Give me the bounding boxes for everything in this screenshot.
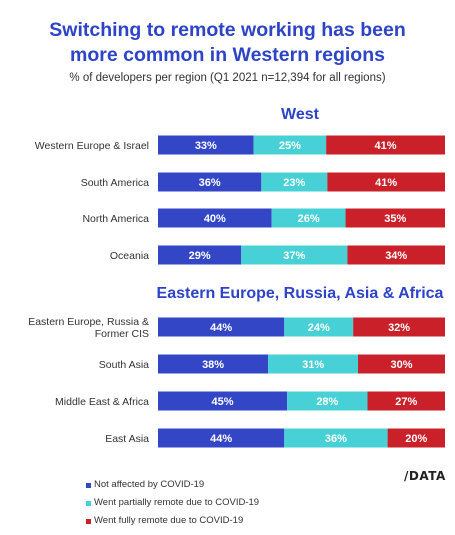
- bar-segment-south-asia-not-affected: [158, 354, 269, 374]
- data-label-eastern-europe-russia-former-cis-partially-remote: 24%: [308, 322, 330, 334]
- data-label-eastern-europe-russia-former-cis-fully-remote: 32%: [388, 322, 410, 334]
- bar-segment-western-europe-israel-partially-remote: [253, 135, 327, 155]
- data-label-middle-east-africa-fully-remote: 27%: [395, 396, 417, 408]
- legend-swatch-partially-remote: [86, 500, 91, 506]
- chart-subtitle: % of developers per region (Q1 2021 n=12…: [69, 72, 386, 84]
- category-label-oceania: Oceania: [110, 250, 149, 262]
- legend-item-not-affected: Not affected by COVID-19: [86, 476, 259, 494]
- legend-item-fully-remote: Went fully remote due to COVID-19: [86, 512, 259, 530]
- category-label-line: Eastern Europe, Russia &: [28, 316, 149, 328]
- category-label-line: Western Europe & Israel: [35, 140, 149, 152]
- data-label-south-america-not-affected: 36%: [199, 177, 221, 189]
- bar-segment-oceania-not-affected: [158, 245, 242, 265]
- group-title-east: Eastern Europe, Russia, Asia & Africa: [156, 285, 444, 302]
- bar-segment-middle-east-africa-fully-remote: [367, 391, 445, 411]
- category-label-south-asia: South Asia: [99, 359, 149, 371]
- data-label-north-america-not-affected: 40%: [204, 213, 226, 225]
- chart-title-line-1: Switching to remote working has been: [49, 19, 406, 41]
- data-label-middle-east-africa-partially-remote: 28%: [316, 396, 338, 408]
- bar-segment-eastern-europe-russia-former-cis-not-affected: [158, 317, 285, 337]
- bar-segment-north-america-partially-remote: [271, 208, 346, 228]
- data-label-north-america-fully-remote: 35%: [384, 213, 406, 225]
- category-label-south-america: South America: [81, 177, 149, 189]
- category-label-line: South Asia: [99, 359, 149, 371]
- bar-segment-oceania-partially-remote: [241, 245, 348, 265]
- category-label-western-europe-israel: Western Europe & Israel: [35, 140, 149, 152]
- bar-segment-middle-east-africa-partially-remote: [287, 391, 368, 411]
- bar-segment-south-america-fully-remote: [327, 172, 445, 192]
- data-label-western-europe-israel-not-affected: 33%: [195, 140, 217, 152]
- data-label-east-asia-partially-remote: 36%: [325, 433, 347, 445]
- legend-label-partially-remote: Went partially remote due to COVID-19: [94, 497, 260, 508]
- data-label-eastern-europe-russia-former-cis-not-affected: 44%: [210, 322, 232, 334]
- category-label-line: South America: [81, 177, 149, 189]
- data-label-south-asia-fully-remote: 30%: [390, 359, 412, 371]
- legend: Not affected by COVID-19 Went partially …: [86, 476, 259, 530]
- bar-segment-eastern-europe-russia-former-cis-partially-remote: [284, 317, 354, 337]
- data-label-western-europe-israel-fully-remote: 41%: [375, 140, 397, 152]
- bar-segment-north-america-not-affected: [158, 208, 272, 228]
- data-label-east-asia-fully-remote: 20%: [405, 433, 427, 445]
- bar-segment-south-america-partially-remote: [261, 172, 328, 192]
- data-label-south-asia-not-affected: 38%: [202, 359, 224, 371]
- bar-segment-eastern-europe-russia-former-cis-fully-remote: [353, 317, 445, 337]
- bar-segment-east-asia-fully-remote: [387, 428, 445, 448]
- stacked-bar-chart: Western Europe & Israel 33% 25% 41% South Am…: [28, 135, 445, 448]
- legend-label-fully-remote: Went fully remote due to COVID-19: [94, 515, 244, 526]
- category-label-middle-east-africa: Middle East & Africa: [55, 396, 149, 408]
- category-label-line: Former CIS: [95, 328, 149, 340]
- data-label-western-europe-israel-partially-remote: 25%: [279, 140, 301, 152]
- data-label-oceania-fully-remote: 34%: [385, 250, 407, 262]
- legend-item-partially-remote: Went partially remote due to COVID-19: [86, 494, 259, 512]
- bar-segment-western-europe-israel-fully-remote: [326, 135, 445, 155]
- data-label-middle-east-africa-not-affected: 45%: [212, 396, 234, 408]
- legend-swatch-fully-remote: [86, 518, 91, 524]
- category-label-line: East Asia: [105, 433, 149, 445]
- data-label-oceania-partially-remote: 37%: [283, 250, 305, 262]
- data-label-south-america-partially-remote: 23%: [283, 177, 305, 189]
- group-title-west: West: [281, 106, 319, 123]
- data-label-north-america-partially-remote: 26%: [298, 213, 320, 225]
- category-label-north-america: North America: [82, 213, 149, 225]
- brand-logo: /DATA: [404, 469, 446, 483]
- bar-segment-south-asia-partially-remote: [268, 354, 359, 374]
- chart-title: Switching to remote working has been mor…: [0, 18, 455, 68]
- bar-segment-east-asia-not-affected: [158, 428, 285, 448]
- bar-segment-oceania-fully-remote: [347, 245, 445, 265]
- bar-segment-east-asia-partially-remote: [284, 428, 388, 448]
- legend-label-not-affected: Not affected by COVID-19: [94, 479, 205, 490]
- data-label-east-asia-not-affected: 44%: [210, 433, 232, 445]
- bar-segment-north-america-fully-remote: [345, 208, 445, 228]
- category-label-east-asia: East Asia: [105, 433, 149, 445]
- category-label-line: Oceania: [110, 250, 149, 262]
- bar-segment-south-asia-fully-remote: [358, 354, 445, 374]
- chart-title-line-2: more common in Western regions: [70, 44, 385, 66]
- data-label-south-america-fully-remote: 41%: [375, 177, 397, 189]
- category-label-eastern-europe-russia-former-cis: Eastern Europe, Russia & Former CIS: [28, 316, 149, 340]
- data-label-south-asia-partially-remote: 31%: [302, 359, 324, 371]
- category-label-line: Middle East & Africa: [55, 396, 149, 408]
- bar-segment-south-america-not-affected: [158, 172, 262, 192]
- data-label-oceania-not-affected: 29%: [189, 250, 211, 262]
- bar-segment-western-europe-israel-not-affected: [158, 135, 254, 155]
- category-label-line: North America: [82, 213, 149, 225]
- bar-segment-middle-east-africa-not-affected: [158, 391, 288, 411]
- legend-swatch-not-affected: [86, 482, 91, 488]
